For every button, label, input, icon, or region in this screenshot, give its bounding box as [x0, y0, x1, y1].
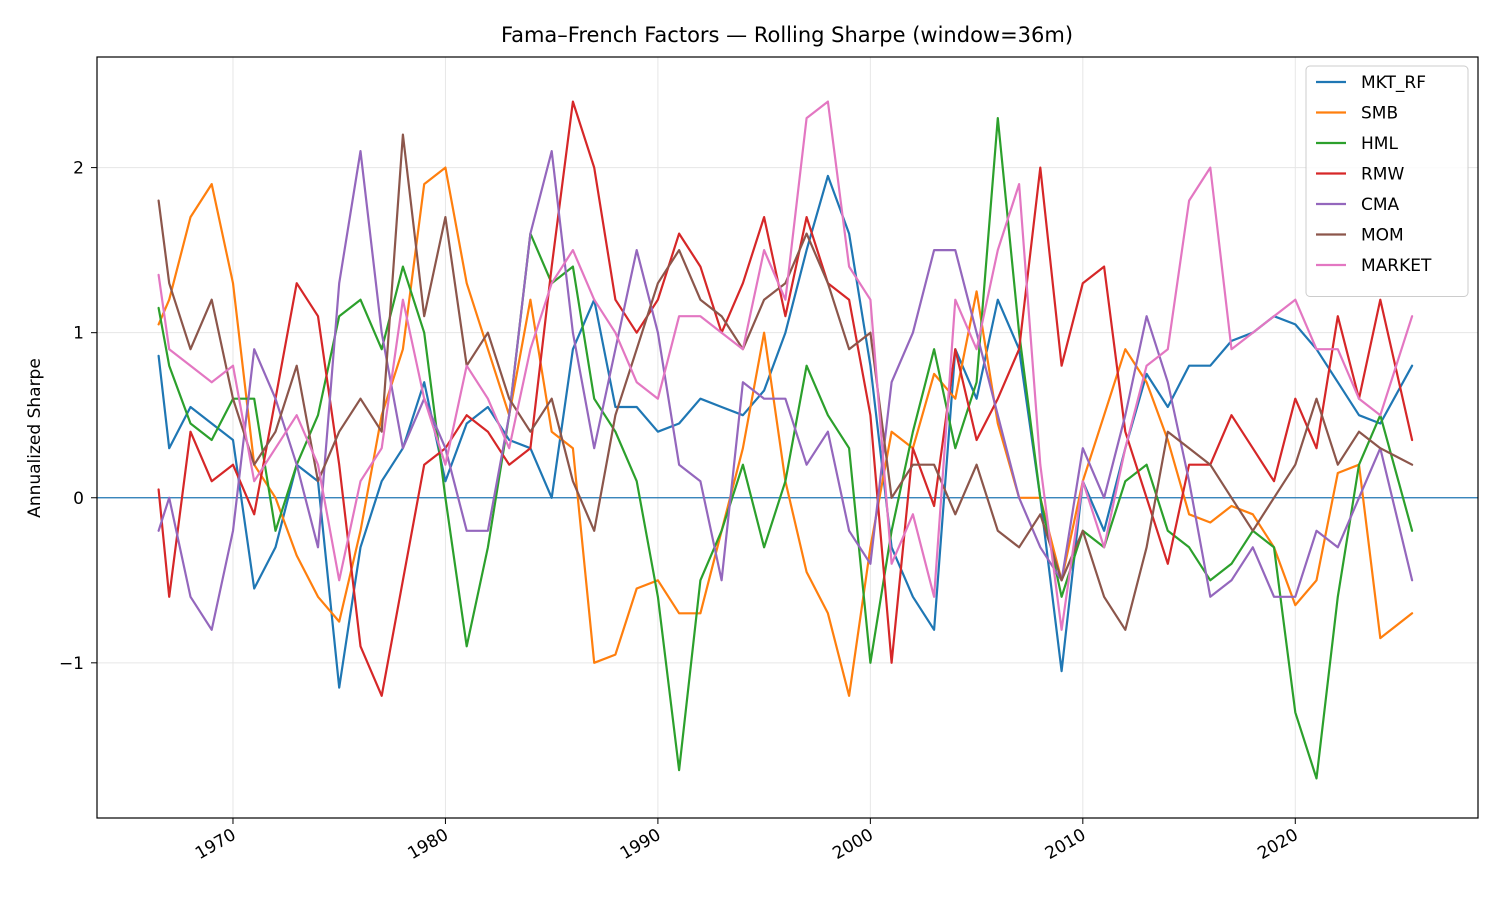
y-tick-label-3: 2: [73, 159, 84, 179]
y-tick-label-0: −1: [59, 654, 84, 674]
series-line-market: [157, 100, 1414, 631]
plot-frame: [96, 56, 1479, 819]
series-line-smb: [157, 166, 1414, 697]
y-axis-label: Annualized Sharpe: [25, 358, 45, 518]
legend-label-cma: CMA: [1361, 195, 1400, 215]
legend-label-mom: MOM: [1361, 226, 1404, 246]
series-line-hml: [157, 116, 1414, 780]
legend-label-smb: SMB: [1361, 104, 1398, 124]
series-line-rmw: [157, 100, 1414, 697]
series-line-mkt-rf: [157, 174, 1414, 689]
y-tick-label-2: 1: [73, 324, 84, 344]
y-tick-label-1: 0: [73, 489, 84, 509]
legend-label-rmw: RMW: [1361, 165, 1404, 185]
series-line-cma: [157, 150, 1414, 631]
legend: MKT_RF SMB HML RMW CMA MOM MARKET: [1305, 65, 1469, 297]
series-line-mom: [157, 133, 1414, 631]
series-lines: [157, 100, 1414, 780]
legend-label-hml: HML: [1361, 134, 1398, 154]
legend-label-mkt-rf: MKT_RF: [1361, 73, 1426, 93]
grid-lines: [97, 57, 1478, 818]
legend-box: [1305, 65, 1469, 297]
chart-title: Fama–French Factors — Rolling Sharpe (wi…: [501, 23, 1073, 47]
legend-label-market: MARKET: [1361, 256, 1432, 276]
